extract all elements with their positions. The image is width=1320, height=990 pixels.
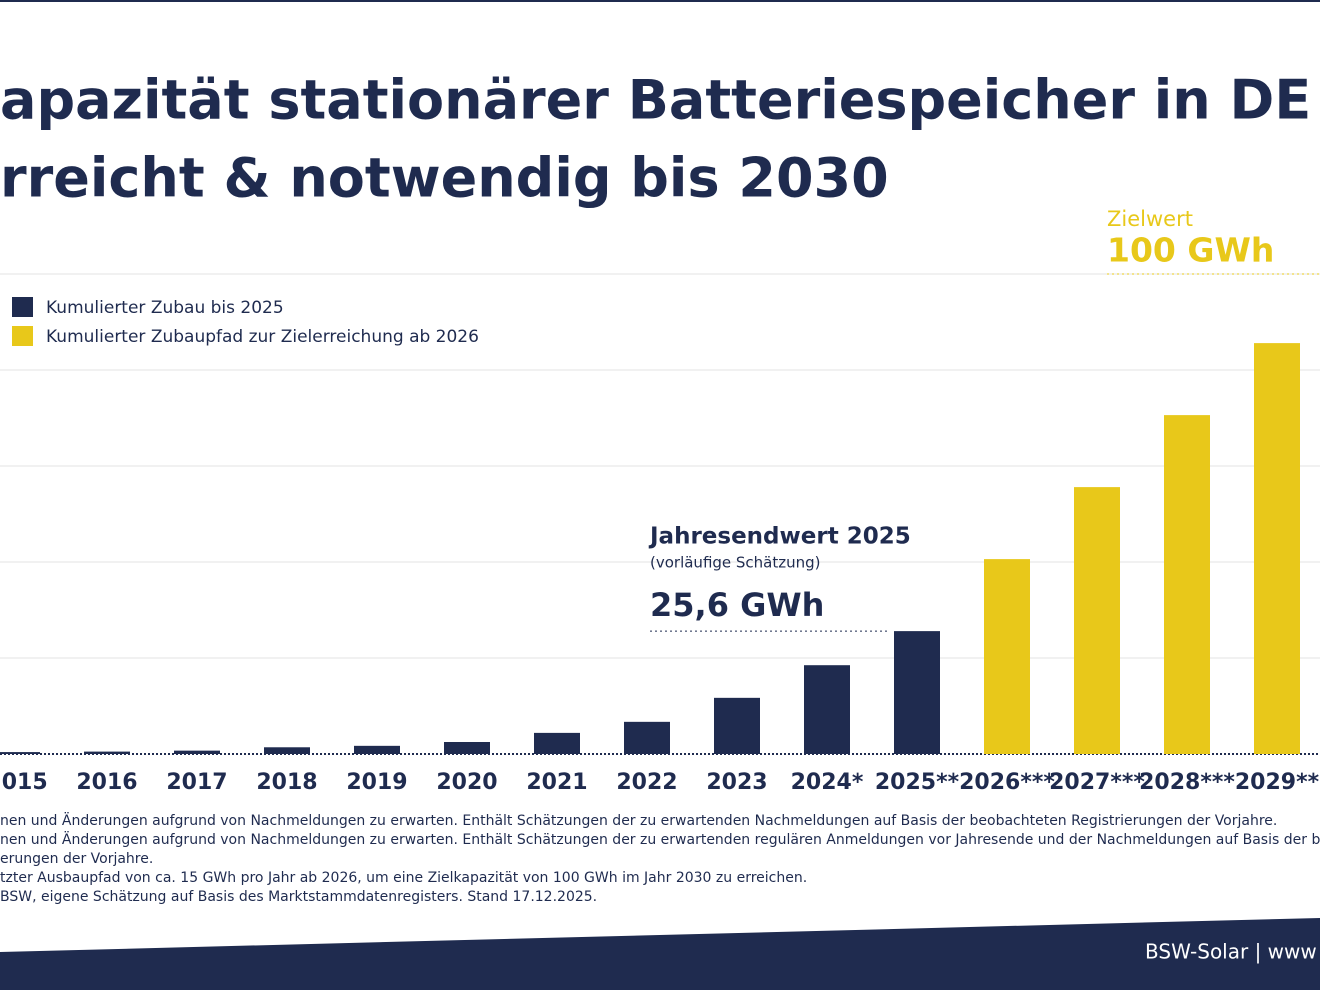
- bar: [1074, 487, 1120, 754]
- target-value-label: 100 GWh: [1107, 231, 1274, 270]
- footnote: nen und Änderungen aufgrund von Nachmeld…: [0, 830, 1320, 848]
- x-tick-label: 2024*: [791, 770, 864, 795]
- x-tick-label: 2023: [706, 770, 767, 795]
- bar: [264, 747, 310, 754]
- target-label: Zielwert: [1107, 207, 1193, 231]
- x-tick-label: 2022: [616, 770, 677, 795]
- bar: [0, 752, 40, 754]
- bar: [1164, 415, 1210, 754]
- footnote: BSW, eigene Schätzung auf Basis des Mark…: [0, 889, 597, 905]
- chart-title: rreicht & notwendig bis 2030: [0, 147, 889, 210]
- x-tick-label: 2027***: [1049, 770, 1145, 795]
- bar: [1254, 343, 1300, 754]
- legend-swatch: [12, 326, 33, 346]
- legend-label: Kumulierter Zubau bis 2025: [46, 298, 284, 318]
- top-rule: [0, 0, 1320, 2]
- bar: [804, 665, 850, 754]
- bar: [534, 732, 580, 754]
- chart-title: apazität stationärer Batteriespeicher in…: [0, 69, 1311, 132]
- x-tick-label: 2026***: [959, 770, 1055, 795]
- x-tick-label: 2015: [0, 770, 48, 795]
- bar: [714, 697, 760, 754]
- x-tick-label: 2020: [436, 770, 497, 795]
- footer-text: BSW-Solar | www: [1145, 940, 1317, 964]
- x-tick-label: 2028***: [1139, 770, 1235, 795]
- x-tick-label: 2021: [526, 770, 587, 795]
- footnote: nen und Änderungen aufgrund von Nachmeld…: [0, 811, 1277, 829]
- annotation-title: Jahresendwert 2025: [648, 524, 911, 550]
- value-label: 25,6 GWh: [650, 586, 824, 624]
- x-tick-label: 2025**: [875, 770, 960, 795]
- footnote: tzter Ausbaupfad von ca. 15 GWh pro Jahr…: [0, 870, 807, 886]
- bar: [174, 750, 220, 754]
- bar: [354, 745, 400, 754]
- legend-label: Kumulierter Zubaupfad zur Zielerreichung…: [46, 327, 479, 347]
- x-tick-label: 2029**: [1235, 770, 1320, 795]
- x-tick-label: 2018: [256, 770, 317, 795]
- legend-swatch: [12, 297, 33, 317]
- bar: [84, 751, 130, 754]
- footnote: erungen der Vorjahre.: [0, 851, 153, 867]
- annotation-subtitle: (vorläufige Schätzung): [650, 554, 821, 572]
- bar: [894, 631, 940, 754]
- bar: [624, 721, 670, 754]
- footer-band: [0, 918, 1320, 990]
- bar: [984, 559, 1030, 754]
- x-tick-label: 2019: [346, 770, 407, 795]
- x-tick-label: 2016: [76, 770, 137, 795]
- bar: [444, 742, 490, 754]
- x-tick-label: 2017: [166, 770, 227, 795]
